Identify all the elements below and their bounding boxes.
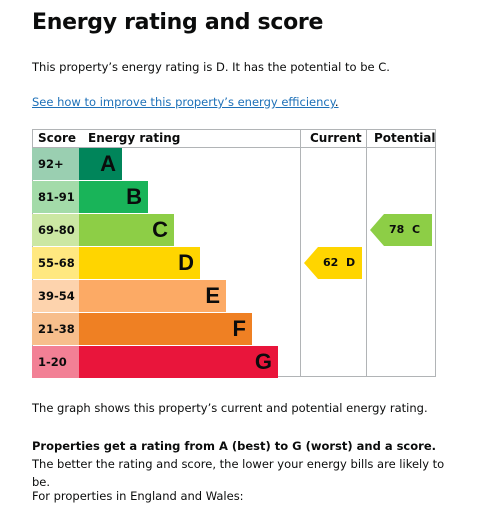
potential-header: Potential xyxy=(374,131,436,145)
rating-explanation-bold: Properties get a rating from A (best) to… xyxy=(32,439,436,453)
current-header: Current xyxy=(310,131,362,145)
current-rating-arrow: 62 D xyxy=(304,247,362,279)
rating-bar-e: E xyxy=(79,280,226,312)
improve-efficiency-link-text[interactable]: See how to improve this property’s energ… xyxy=(32,95,335,109)
graph-caption: The graph shows this property’s current … xyxy=(32,401,428,415)
page-title: Energy rating and score xyxy=(32,10,324,35)
potential-column-divider xyxy=(366,129,367,377)
score-band-d: 55-68 xyxy=(32,247,79,279)
score-band-b: 81-91 xyxy=(32,181,79,213)
rating-summary: This property’s energy rating is D. It h… xyxy=(32,60,390,74)
rating-bar-g: G xyxy=(79,346,278,378)
rating-bar-a: A xyxy=(79,148,122,180)
header-divider xyxy=(32,147,436,148)
energy-rating-chart: Score Energy rating Current Potential 92… xyxy=(32,129,436,378)
rating-bar-f: F xyxy=(79,313,252,345)
link-trailing-period: . xyxy=(334,95,339,109)
rating-explanation-rest: The better the rating and score, the low… xyxy=(32,457,445,489)
score-band-g: 1-20 xyxy=(32,346,79,378)
rating-bar-b: B xyxy=(79,181,148,213)
current-column-divider xyxy=(300,129,301,377)
rating-bar-c: C xyxy=(79,214,174,246)
potential-rating-arrow: 78 C xyxy=(370,214,432,246)
score-band-f: 21-38 xyxy=(32,313,79,345)
energy-rating-header: Energy rating xyxy=(88,131,181,145)
score-band-a: 92+ xyxy=(32,148,79,180)
score-header: Score xyxy=(38,131,77,145)
score-band-c: 69-80 xyxy=(32,214,79,246)
score-band-e: 39-54 xyxy=(32,280,79,312)
improve-efficiency-link[interactable]: See how to improve this property’s energ… xyxy=(32,95,339,109)
rating-explanation: Properties get a rating from A (best) to… xyxy=(32,437,452,491)
rating-bar-d: D xyxy=(79,247,200,279)
england-wales-note: For properties in England and Wales: xyxy=(32,489,244,503)
